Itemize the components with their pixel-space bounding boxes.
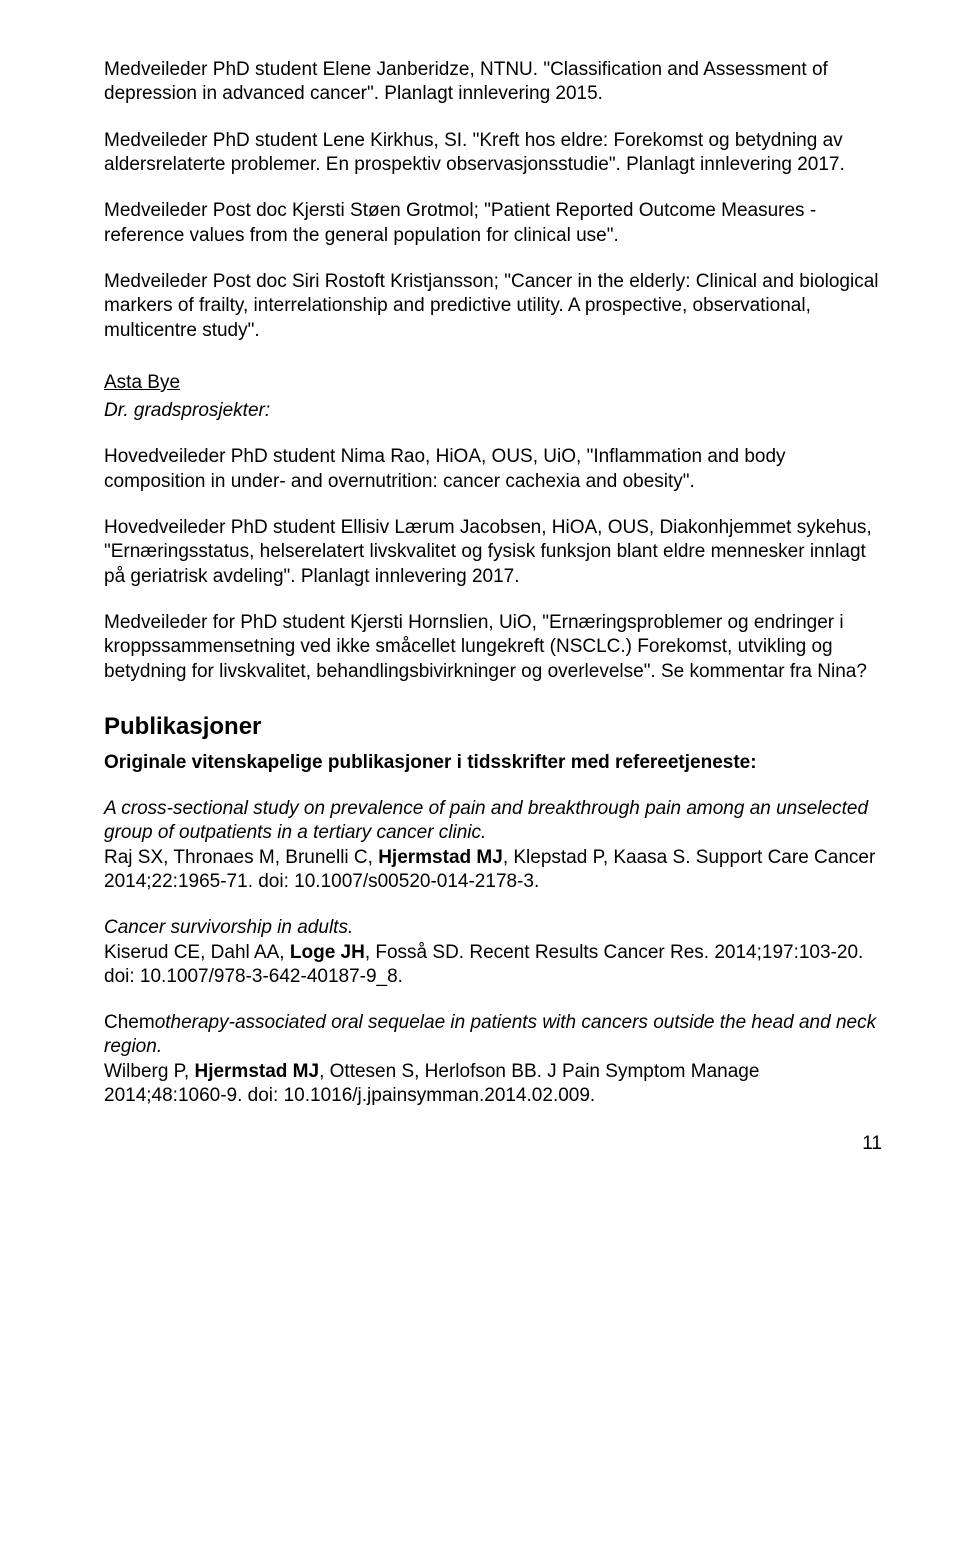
person-heading: Asta Bye <box>104 371 882 395</box>
publication-entry: Chemotherapy-associated oral sequelae in… <box>104 1011 882 1108</box>
publication-authors-pre: Kiserud CE, Dahl AA, <box>104 942 290 963</box>
paragraph: Medveileder Post doc Kjersti Støen Grotm… <box>104 199 882 248</box>
section-subheading: Originale vitenskapelige publikasjoner i… <box>104 751 882 775</box>
publication-title: A cross-sectional study on prevalence of… <box>104 798 868 843</box>
publication-entry: Cancer survivorship in adults. Kiserud C… <box>104 916 882 989</box>
paragraph: Hovedveileder PhD student Ellisiv Lærum … <box>104 516 882 589</box>
publication-title: Cancer survivorship in adults. <box>104 917 353 938</box>
person-name: Asta Bye <box>104 372 180 393</box>
publication-author-bold: Hjermstad MJ <box>194 1061 319 1082</box>
publication-entry: A cross-sectional study on prevalence of… <box>104 797 882 894</box>
publication-title: otherapy-associated oral sequelae in pat… <box>104 1012 876 1057</box>
paragraph: Hovedveileder PhD student Nima Rao, HiOA… <box>104 445 882 494</box>
publication-authors-pre: Raj SX, Thronaes M, Brunelli C, <box>104 847 378 868</box>
subheading-text: Dr. gradsprosjekter: <box>104 400 270 421</box>
page-number: 11 <box>104 1132 882 1156</box>
publication-author-bold: Loge JH <box>290 942 365 963</box>
paragraph: Medveileder for PhD student Kjersti Horn… <box>104 611 882 684</box>
paragraph: Medveileder PhD student Lene Kirkhus, SI… <box>104 129 882 178</box>
publication-author-bold: Hjermstad MJ <box>378 847 503 868</box>
publication-title-prefix: Chem <box>104 1012 155 1033</box>
paragraph: Medveileder Post doc Siri Rostoft Kristj… <box>104 270 882 343</box>
subheading-line: Dr. gradsprosjekter: <box>104 399 882 423</box>
publication-authors-pre: Wilberg P, <box>104 1061 194 1082</box>
section-heading: Publikasjoner <box>104 712 882 743</box>
paragraph: Medveileder PhD student Elene Janberidze… <box>104 58 882 107</box>
